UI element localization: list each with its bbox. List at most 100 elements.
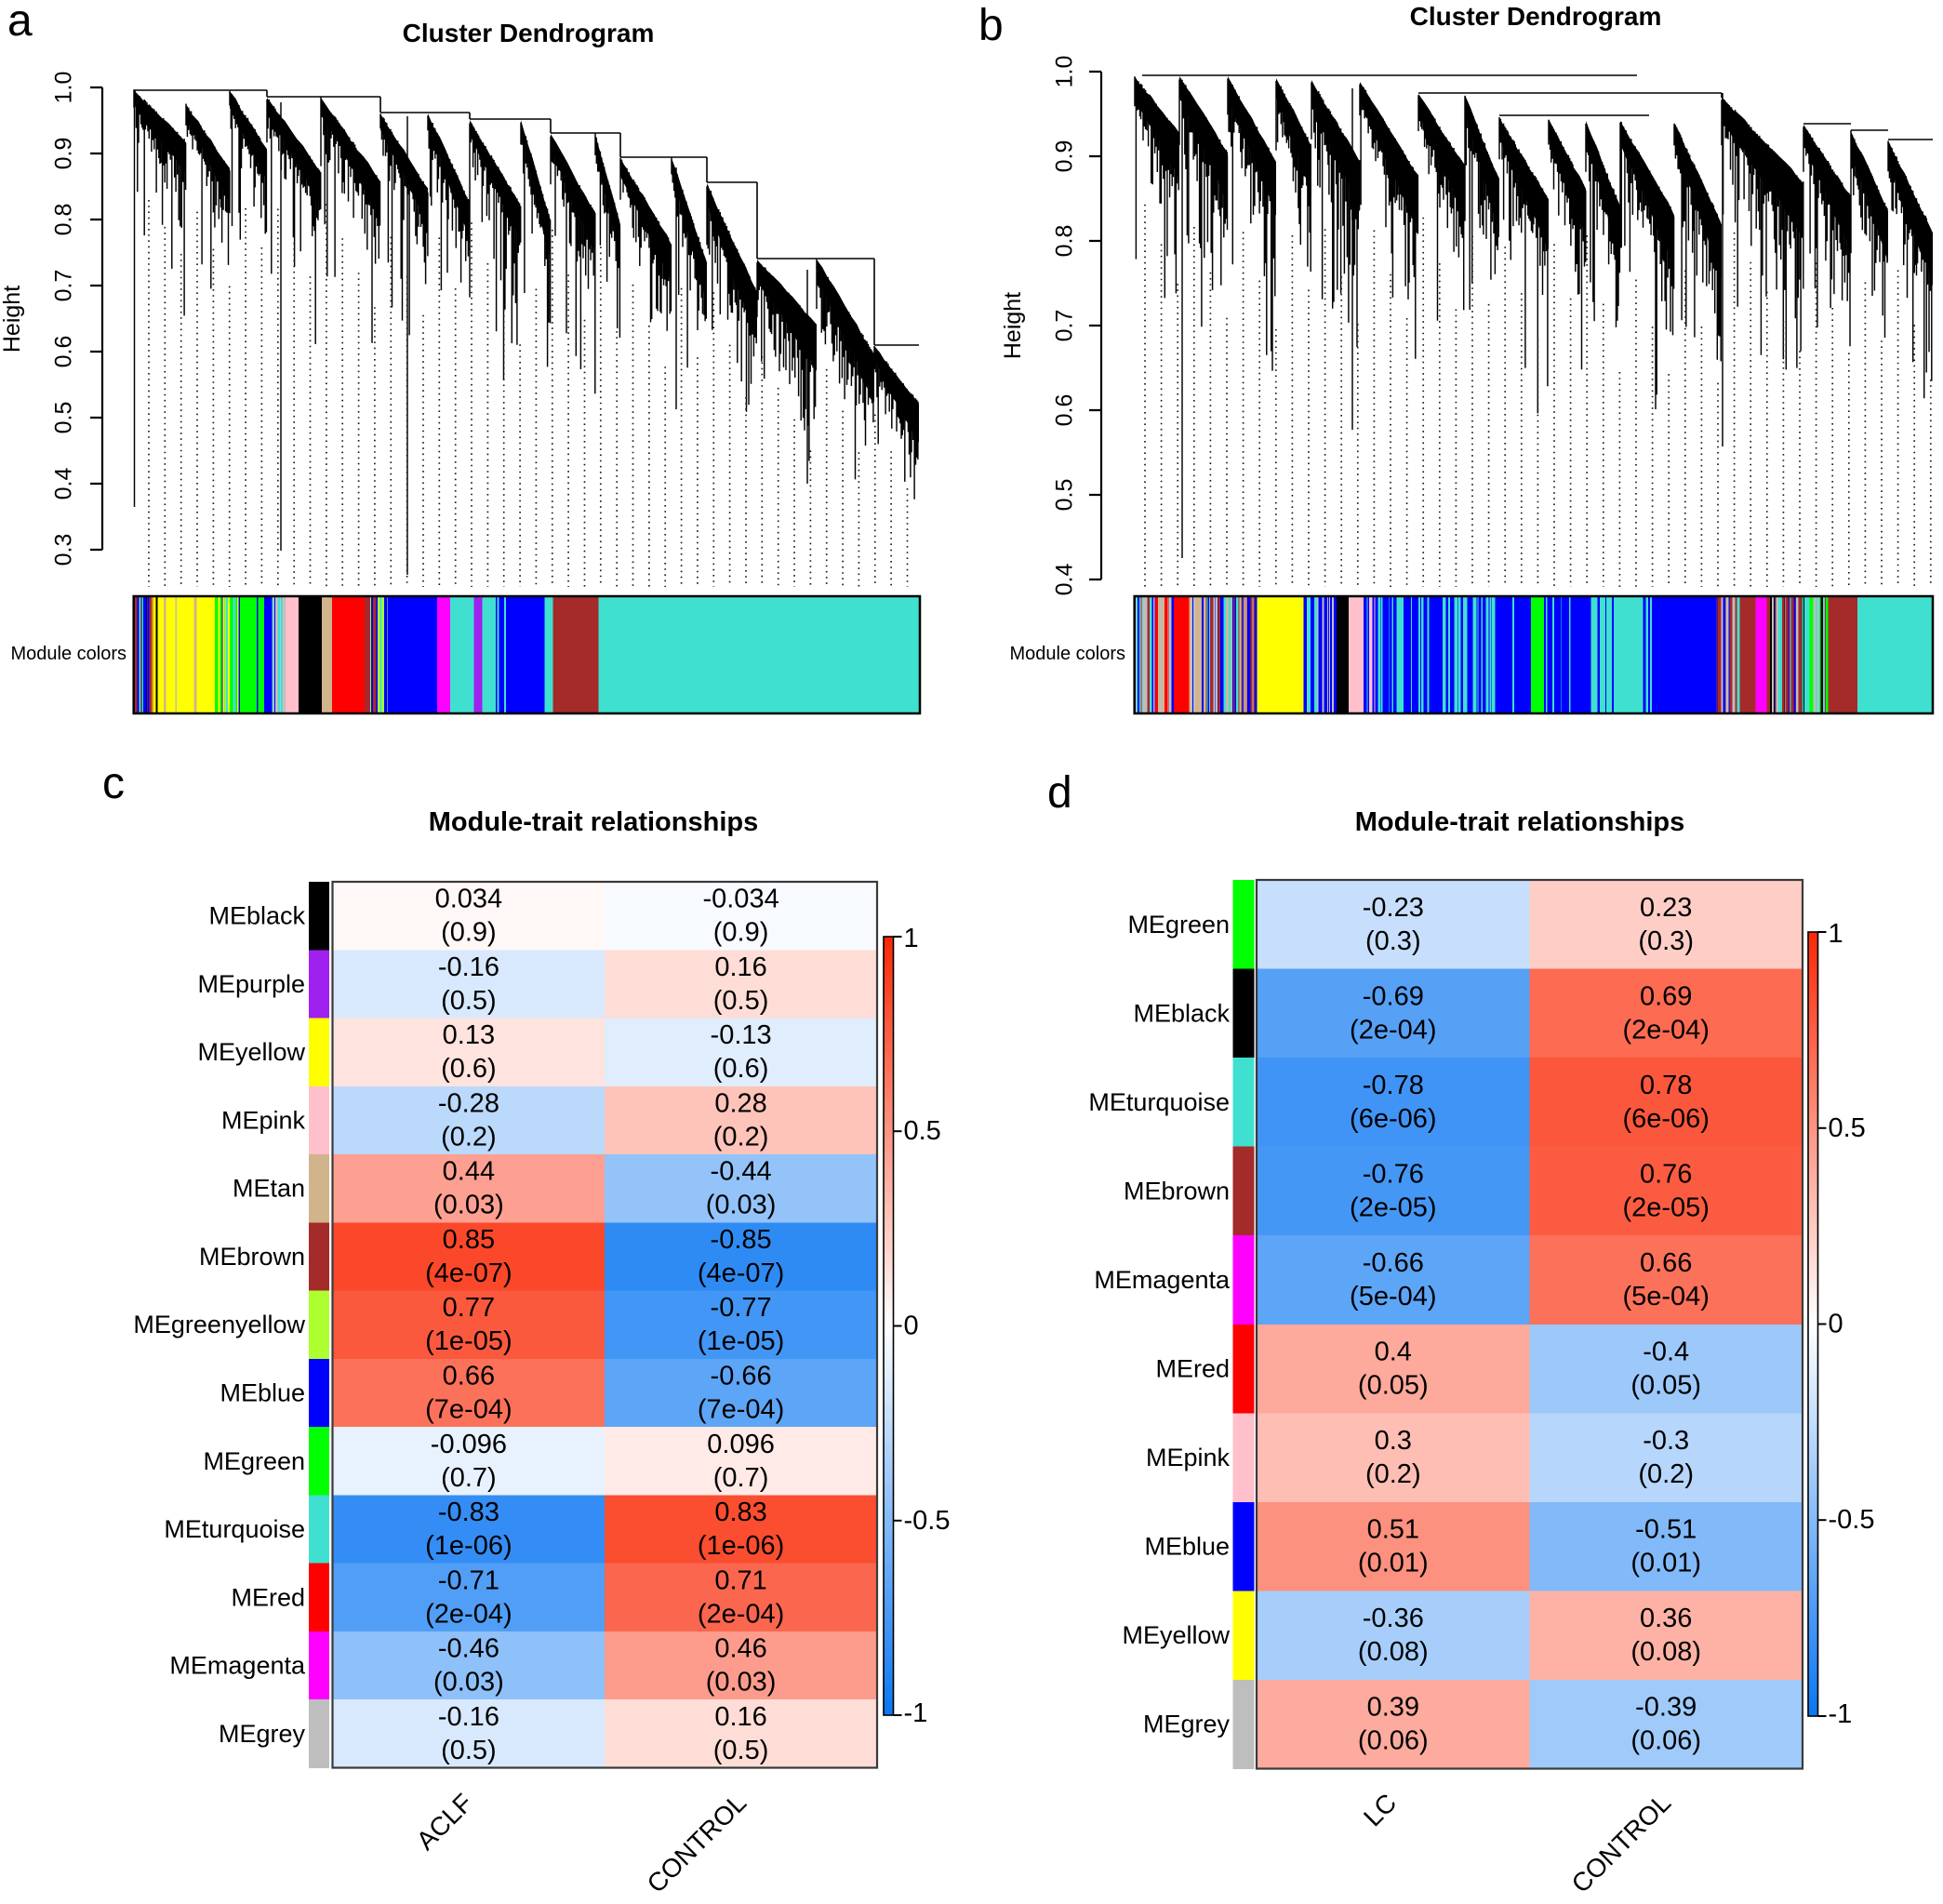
svg-text:-0.4: -0.4 <box>1643 1338 1689 1367</box>
svg-text:(1e-05): (1e-05) <box>698 1326 785 1356</box>
svg-text:MEgreenyellow: MEgreenyellow <box>133 1311 305 1338</box>
svg-text:-0.66: -0.66 <box>1363 1248 1424 1278</box>
svg-text:(1e-05): (1e-05) <box>425 1326 512 1356</box>
svg-text:MEturquoise: MEturquoise <box>1088 1088 1230 1116</box>
svg-text:0.16: 0.16 <box>714 952 766 982</box>
svg-text:(1e-06): (1e-06) <box>425 1531 512 1561</box>
svg-text:-0.23: -0.23 <box>1363 893 1424 923</box>
svg-text:(0.2): (0.2) <box>441 1122 497 1152</box>
svg-text:(0.03): (0.03) <box>433 1668 504 1698</box>
svg-text:(7e-04): (7e-04) <box>698 1395 785 1425</box>
svg-text:-0.5: -0.5 <box>1829 1505 1875 1535</box>
svg-text:(0.7): (0.7) <box>713 1463 769 1493</box>
svg-text:0.3: 0.3 <box>51 534 77 566</box>
svg-text:(0.2): (0.2) <box>713 1122 769 1152</box>
svg-text:(0.2): (0.2) <box>1365 1459 1421 1489</box>
svg-text:(0.2): (0.2) <box>1638 1459 1694 1489</box>
svg-text:-0.77: -0.77 <box>711 1293 772 1323</box>
svg-text:Cluster Dendrogram: Cluster Dendrogram <box>1410 2 1662 31</box>
svg-text:(0.6): (0.6) <box>441 1054 497 1084</box>
svg-text:-0.28: -0.28 <box>438 1088 499 1118</box>
svg-text:(0.08): (0.08) <box>1630 1637 1701 1667</box>
svg-text:(0.5): (0.5) <box>713 986 769 1016</box>
svg-text:(6e-06): (6e-06) <box>1622 1104 1710 1134</box>
svg-text:(0.08): (0.08) <box>1358 1637 1429 1667</box>
svg-text:MEred: MEred <box>1155 1355 1230 1383</box>
svg-text:0.6: 0.6 <box>1052 394 1078 427</box>
svg-text:(5e-04): (5e-04) <box>1622 1282 1710 1311</box>
svg-text:(0.05): (0.05) <box>1358 1371 1429 1401</box>
svg-text:(0.05): (0.05) <box>1630 1371 1701 1401</box>
svg-text:0.36: 0.36 <box>1640 1604 1692 1633</box>
svg-text:-0.78: -0.78 <box>1363 1071 1424 1100</box>
svg-text:(0.3): (0.3) <box>1365 926 1421 956</box>
svg-text:-0.51: -0.51 <box>1635 1515 1697 1545</box>
svg-text:(2e-04): (2e-04) <box>1622 1015 1710 1045</box>
svg-text:Module-trait relationships: Module-trait relationships <box>1355 807 1684 837</box>
svg-text:0.7: 0.7 <box>1052 310 1078 342</box>
svg-text:(6e-06): (6e-06) <box>1350 1104 1437 1134</box>
svg-text:-0.44: -0.44 <box>711 1157 772 1187</box>
svg-text:(0.9): (0.9) <box>441 918 497 948</box>
svg-text:0.4: 0.4 <box>1052 564 1078 596</box>
svg-text:MEgreen: MEgreen <box>203 1447 305 1475</box>
svg-text:MEblack: MEblack <box>1133 999 1230 1027</box>
svg-text:1.0: 1.0 <box>1052 56 1078 88</box>
svg-text:0.44: 0.44 <box>443 1157 495 1187</box>
svg-text:-0.034: -0.034 <box>702 885 779 914</box>
svg-text:-0.36: -0.36 <box>1363 1604 1424 1633</box>
svg-text:0.71: 0.71 <box>714 1565 766 1595</box>
svg-text:c: c <box>102 759 125 808</box>
svg-text:(0.5): (0.5) <box>441 986 497 1016</box>
svg-text:-0.16: -0.16 <box>438 952 499 982</box>
svg-text:0.66: 0.66 <box>1640 1248 1692 1278</box>
svg-text:(0.03): (0.03) <box>706 1191 777 1220</box>
svg-text:-0.3: -0.3 <box>1643 1426 1689 1456</box>
svg-text:-1: -1 <box>904 1698 928 1728</box>
svg-text:0.69: 0.69 <box>1640 981 1692 1011</box>
svg-text:-0.46: -0.46 <box>438 1634 499 1664</box>
svg-text:(2e-04): (2e-04) <box>1350 1015 1437 1045</box>
svg-text:0.9: 0.9 <box>1052 140 1078 173</box>
svg-text:0.83: 0.83 <box>714 1498 766 1527</box>
svg-text:Module colors: Module colors <box>1009 644 1125 664</box>
svg-text:0.85: 0.85 <box>443 1225 495 1255</box>
svg-text:MEyellow: MEyellow <box>1122 1621 1230 1649</box>
svg-text:(5e-04): (5e-04) <box>1350 1282 1437 1311</box>
svg-text:(0.01): (0.01) <box>1358 1549 1429 1578</box>
svg-text:-0.66: -0.66 <box>711 1362 772 1391</box>
svg-text:-0.71: -0.71 <box>438 1565 499 1595</box>
svg-text:-0.16: -0.16 <box>438 1702 499 1732</box>
svg-text:(2e-05): (2e-05) <box>1350 1192 1437 1222</box>
svg-text:-1: -1 <box>1829 1699 1853 1729</box>
svg-text:d: d <box>1047 768 1072 818</box>
svg-text:-0.83: -0.83 <box>438 1498 499 1527</box>
svg-text:MEbrown: MEbrown <box>1124 1177 1230 1205</box>
svg-text:0.4: 0.4 <box>1375 1338 1412 1367</box>
svg-text:0.5: 0.5 <box>1829 1113 1866 1143</box>
svg-text:(4e-07): (4e-07) <box>698 1258 785 1288</box>
svg-text:(4e-07): (4e-07) <box>425 1258 512 1288</box>
svg-text:Height: Height <box>1000 292 1026 359</box>
svg-text:-0.13: -0.13 <box>711 1020 772 1050</box>
svg-text:1: 1 <box>1829 919 1843 949</box>
svg-text:0.76: 0.76 <box>1640 1159 1692 1189</box>
svg-text:(1e-06): (1e-06) <box>698 1531 785 1561</box>
svg-text:MEmagenta: MEmagenta <box>1094 1266 1231 1294</box>
svg-text:0.5: 0.5 <box>1052 479 1078 512</box>
svg-text:(0.03): (0.03) <box>706 1668 777 1698</box>
svg-text:MEpink: MEpink <box>221 1106 306 1134</box>
svg-text:-0.39: -0.39 <box>1635 1693 1697 1723</box>
svg-text:0.9: 0.9 <box>51 138 77 170</box>
svg-text:MEgrey: MEgrey <box>219 1720 306 1748</box>
svg-text:MEred: MEred <box>231 1583 305 1611</box>
svg-text:0.51: 0.51 <box>1367 1515 1419 1545</box>
svg-text:(2e-05): (2e-05) <box>1622 1192 1710 1222</box>
svg-text:0.77: 0.77 <box>443 1293 495 1323</box>
svg-text:(0.3): (0.3) <box>1638 926 1694 956</box>
svg-text:0.3: 0.3 <box>1375 1426 1412 1456</box>
svg-text:MEtan: MEtan <box>233 1175 305 1203</box>
svg-text:0.78: 0.78 <box>1640 1071 1692 1100</box>
svg-text:Height: Height <box>0 286 25 353</box>
svg-text:0.16: 0.16 <box>714 1702 766 1732</box>
